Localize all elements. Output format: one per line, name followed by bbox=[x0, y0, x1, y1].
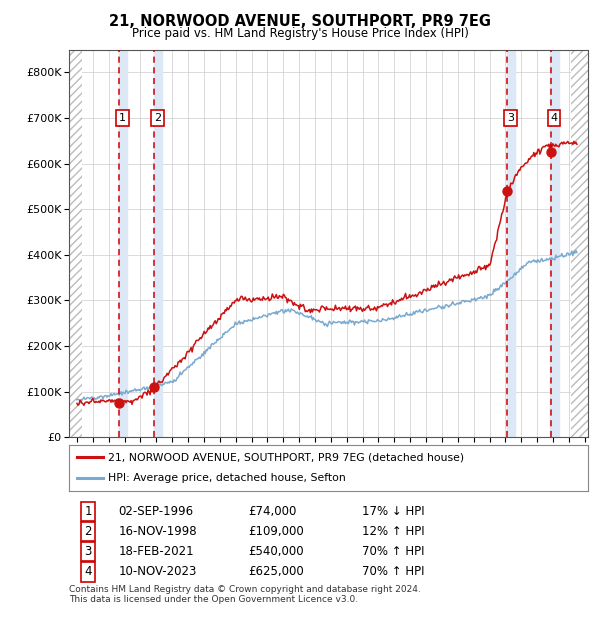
Text: 4: 4 bbox=[550, 113, 557, 123]
Text: 3: 3 bbox=[507, 113, 514, 123]
Text: 17% ↓ HPI: 17% ↓ HPI bbox=[362, 505, 425, 518]
Text: £625,000: £625,000 bbox=[248, 565, 304, 578]
Text: 16-NOV-1998: 16-NOV-1998 bbox=[118, 525, 197, 538]
Text: 2: 2 bbox=[154, 113, 161, 123]
Text: 1: 1 bbox=[119, 113, 126, 123]
Text: Price paid vs. HM Land Registry's House Price Index (HPI): Price paid vs. HM Land Registry's House … bbox=[131, 27, 469, 40]
Bar bbox=[550, 50, 559, 437]
Text: 3: 3 bbox=[85, 545, 92, 558]
Text: 21, NORWOOD AVENUE, SOUTHPORT, PR9 7EG (detached house): 21, NORWOOD AVENUE, SOUTHPORT, PR9 7EG (… bbox=[108, 452, 464, 462]
Text: £540,000: £540,000 bbox=[248, 545, 304, 558]
Text: 70% ↑ HPI: 70% ↑ HPI bbox=[362, 565, 425, 578]
Text: £109,000: £109,000 bbox=[248, 525, 304, 538]
Text: Contains HM Land Registry data © Crown copyright and database right 2024.
This d: Contains HM Land Registry data © Crown c… bbox=[69, 585, 421, 604]
Text: 70% ↑ HPI: 70% ↑ HPI bbox=[362, 545, 425, 558]
Bar bbox=[69, 50, 82, 437]
Text: 12% ↑ HPI: 12% ↑ HPI bbox=[362, 525, 425, 538]
Text: 1: 1 bbox=[85, 505, 92, 518]
Text: 21, NORWOOD AVENUE, SOUTHPORT, PR9 7EG: 21, NORWOOD AVENUE, SOUTHPORT, PR9 7EG bbox=[109, 14, 491, 29]
Text: HPI: Average price, detached house, Sefton: HPI: Average price, detached house, Seft… bbox=[108, 474, 346, 484]
Text: 10-NOV-2023: 10-NOV-2023 bbox=[118, 565, 197, 578]
Text: 2: 2 bbox=[85, 525, 92, 538]
Bar bbox=[506, 50, 515, 437]
Bar bbox=[154, 50, 163, 437]
Text: 4: 4 bbox=[85, 565, 92, 578]
Bar bbox=[571, 50, 588, 437]
Bar bbox=[119, 50, 127, 437]
Text: 18-FEB-2021: 18-FEB-2021 bbox=[118, 545, 194, 558]
Text: £74,000: £74,000 bbox=[248, 505, 296, 518]
Text: 02-SEP-1996: 02-SEP-1996 bbox=[118, 505, 193, 518]
